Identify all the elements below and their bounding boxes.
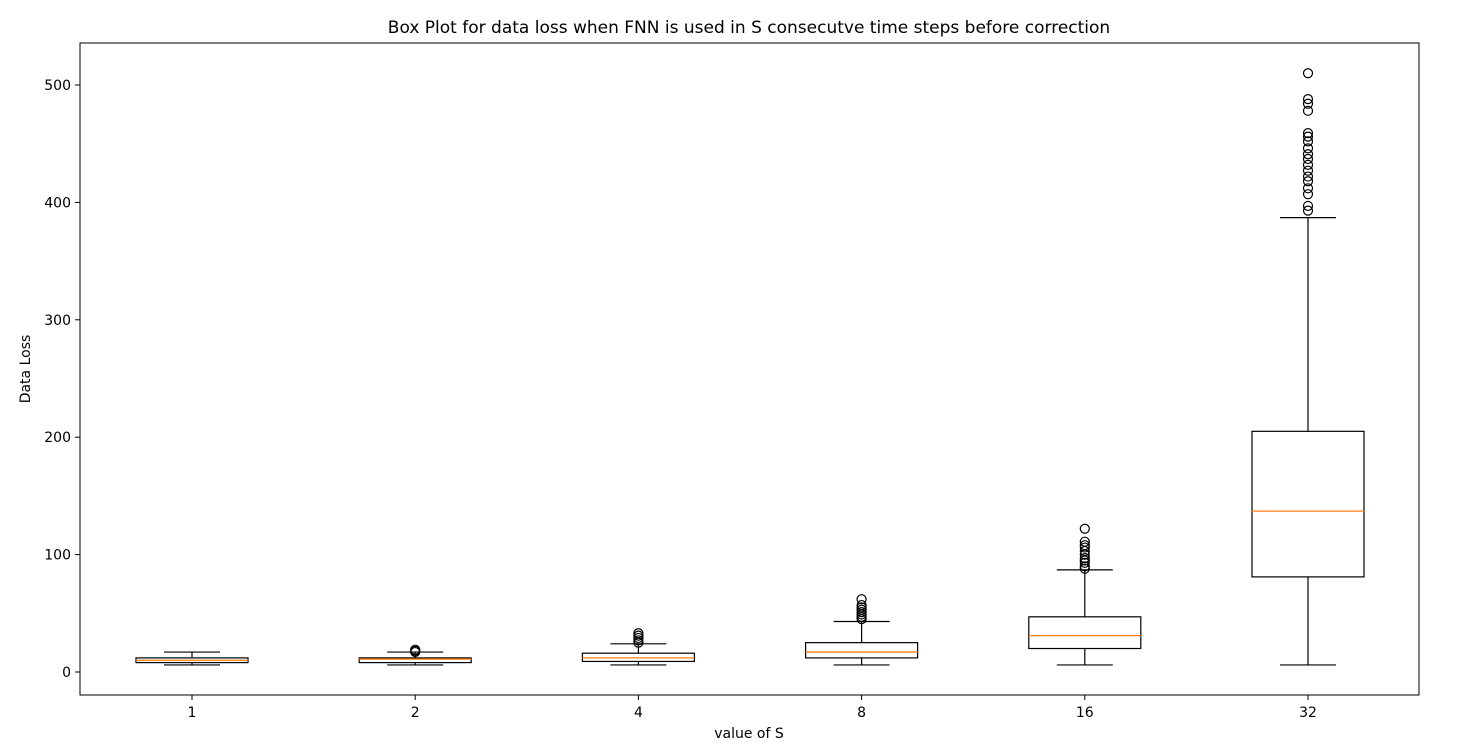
x-tick-label: 4 <box>634 705 643 721</box>
outlier-point <box>1302 128 1314 139</box>
outlier-point <box>1302 183 1314 194</box>
y-tick-label: 400 <box>44 195 71 211</box>
y-tick-label: 500 <box>44 78 71 94</box>
iqr-box <box>1028 616 1142 650</box>
outlier-point <box>1302 93 1314 105</box>
x-axis: 1 2 4 8 16 32 <box>188 695 1317 721</box>
outlier-point <box>1302 98 1314 109</box>
outlier-point <box>1302 68 1314 79</box>
outlier-point <box>856 599 867 611</box>
y-tick-label: 100 <box>44 548 71 564</box>
outlier-point <box>1302 159 1314 170</box>
x-tick-label: 8 <box>857 705 866 721</box>
outlier-point <box>1302 105 1314 116</box>
y-axis-title: Data Loss <box>18 335 34 404</box>
plot-area <box>135 68 1365 666</box>
y-tick-label: 200 <box>44 430 71 446</box>
box-group <box>358 644 472 666</box>
outlier-point <box>1302 176 1314 187</box>
outlier-point <box>1302 131 1314 142</box>
y-tick-label: 300 <box>44 313 71 329</box>
outlier-point <box>1079 553 1090 564</box>
outlier-point <box>1302 165 1314 176</box>
box-group <box>1251 68 1365 666</box>
iqr-box <box>1251 430 1365 578</box>
outlier-point <box>1079 536 1090 547</box>
plot-frame <box>79 42 1420 696</box>
outlier-point <box>1302 143 1314 154</box>
iqr-box <box>804 642 919 659</box>
outlier-point <box>1302 205 1314 216</box>
x-tick-label: 2 <box>411 705 420 721</box>
chart-title: Box Plot for data loss when FNN is used … <box>388 18 1110 38</box>
outlier-point <box>410 644 421 655</box>
outlier-point <box>1302 171 1314 182</box>
box-group <box>135 651 249 666</box>
outlier-point <box>633 628 644 639</box>
y-tick-label: 0 <box>62 665 71 681</box>
outlier-point <box>1079 561 1090 572</box>
outlier-point <box>1302 136 1314 147</box>
x-tick-label: 32 <box>1299 705 1317 721</box>
box-group <box>1028 523 1142 666</box>
outlier-point <box>1302 189 1314 200</box>
box-group <box>804 594 919 666</box>
y-axis: 0 100 200 300 400 500 <box>44 78 80 681</box>
iqr-box <box>358 657 472 664</box>
outlier-point <box>1302 200 1314 212</box>
outlier-point <box>1079 540 1090 551</box>
outlier-point <box>856 594 867 605</box>
x-tick-label: 1 <box>188 705 197 721</box>
outlier-point <box>1302 153 1314 165</box>
x-tick-label: 16 <box>1076 705 1094 721</box>
x-axis-title: value of S <box>714 726 784 742</box>
outlier-point <box>1302 149 1314 160</box>
box-group <box>581 628 696 666</box>
outlier-point <box>1079 523 1090 534</box>
